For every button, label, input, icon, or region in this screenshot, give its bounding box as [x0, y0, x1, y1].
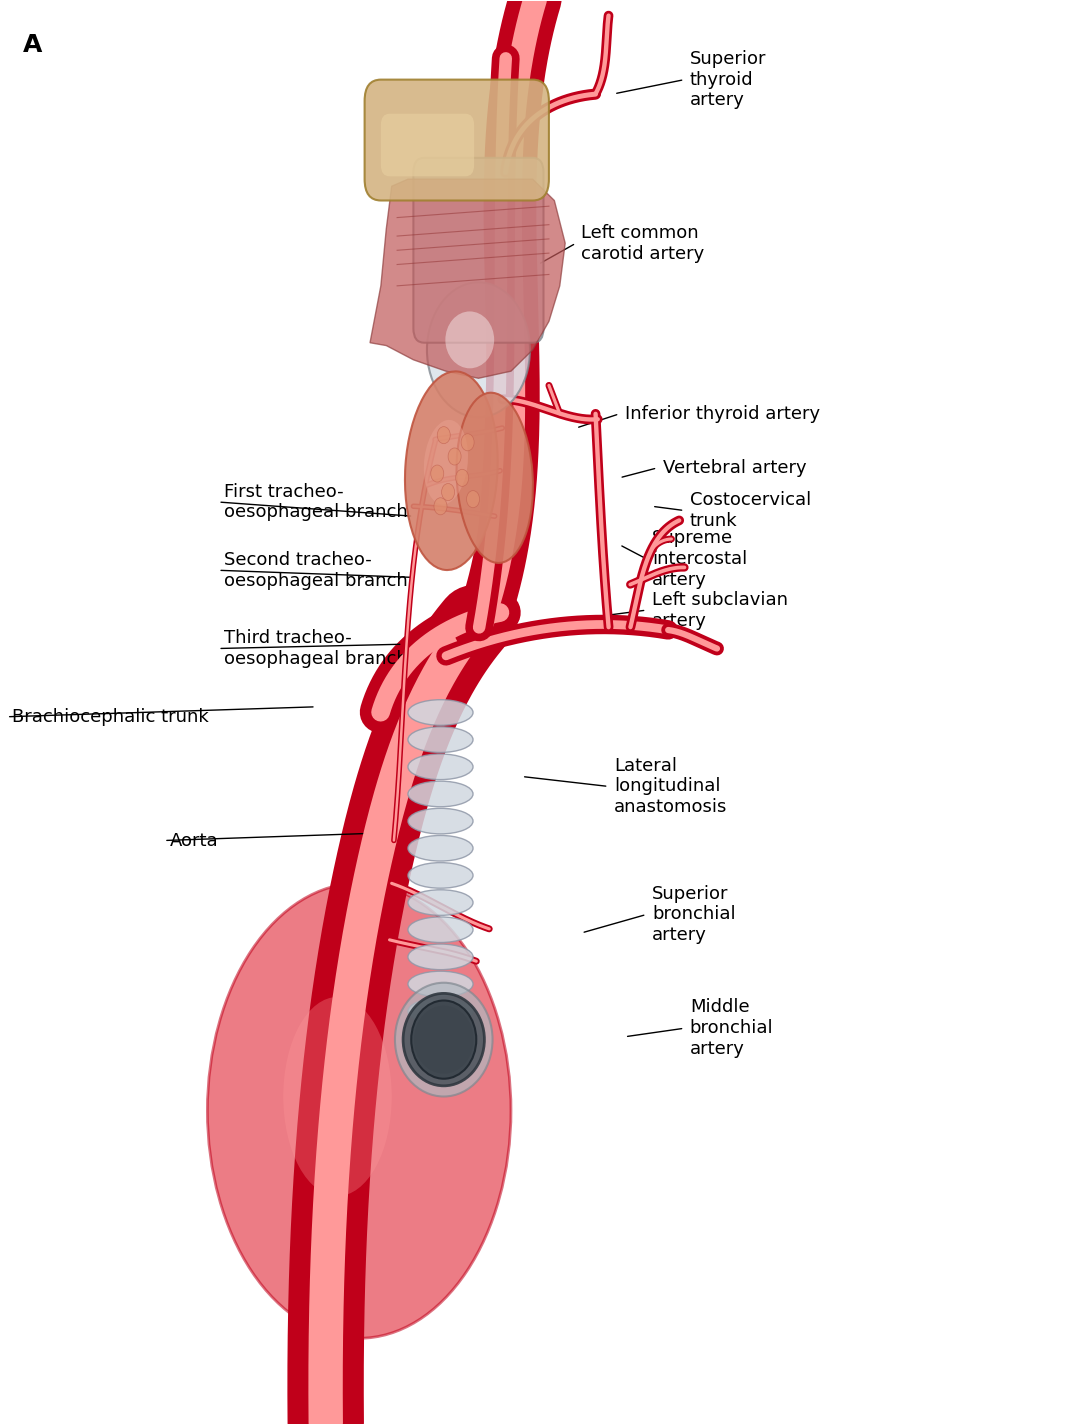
Text: First tracheo-
oesophageal branch: First tracheo- oesophageal branch — [224, 483, 408, 522]
Text: Brachiocephalic trunk: Brachiocephalic trunk — [12, 708, 209, 725]
Circle shape — [448, 447, 461, 465]
Text: Supreme
intercostal
artery: Supreme intercostal artery — [652, 529, 747, 589]
Circle shape — [461, 433, 474, 450]
Ellipse shape — [408, 754, 473, 779]
Ellipse shape — [408, 972, 473, 997]
Text: Superior
bronchial
artery: Superior bronchial artery — [652, 885, 736, 945]
Text: A: A — [23, 33, 42, 57]
Polygon shape — [370, 180, 565, 378]
Ellipse shape — [446, 312, 495, 368]
FancyBboxPatch shape — [413, 158, 544, 343]
Ellipse shape — [408, 727, 473, 752]
Circle shape — [441, 483, 454, 500]
Ellipse shape — [408, 700, 473, 725]
Text: Lateral
longitudinal
anastomosis: Lateral longitudinal anastomosis — [614, 757, 727, 817]
Text: Vertebral artery: Vertebral artery — [663, 459, 807, 477]
Circle shape — [434, 497, 447, 514]
Text: Third tracheo-
oesophageal branch: Third tracheo- oesophageal branch — [224, 628, 408, 668]
Text: Middle
bronchial
artery: Middle bronchial artery — [690, 999, 774, 1057]
Circle shape — [455, 469, 468, 486]
Text: Left subclavian
artery: Left subclavian artery — [652, 591, 788, 630]
Text: Left common
carotid artery: Left common carotid artery — [582, 224, 704, 262]
Ellipse shape — [403, 993, 485, 1086]
Ellipse shape — [411, 1000, 476, 1079]
Ellipse shape — [408, 999, 473, 1025]
Circle shape — [437, 426, 450, 443]
Ellipse shape — [408, 781, 473, 807]
Ellipse shape — [427, 282, 530, 418]
Text: Aorta: Aorta — [170, 832, 218, 849]
Ellipse shape — [408, 916, 473, 942]
Ellipse shape — [405, 372, 498, 570]
Ellipse shape — [284, 997, 391, 1196]
Ellipse shape — [457, 393, 533, 563]
Circle shape — [466, 490, 479, 507]
Ellipse shape — [408, 945, 473, 969]
Ellipse shape — [408, 835, 473, 861]
Ellipse shape — [408, 862, 473, 888]
Text: Costocervical
trunk: Costocervical trunk — [690, 492, 811, 530]
Ellipse shape — [424, 420, 468, 504]
Ellipse shape — [408, 808, 473, 834]
FancyBboxPatch shape — [380, 114, 474, 177]
FancyBboxPatch shape — [364, 80, 549, 201]
Ellipse shape — [208, 884, 511, 1338]
Ellipse shape — [408, 889, 473, 915]
Ellipse shape — [414, 1006, 474, 1074]
Ellipse shape — [395, 983, 492, 1096]
Text: Second tracheo-
oesophageal branch: Second tracheo- oesophageal branch — [224, 551, 408, 590]
Text: Superior
thyroid
artery: Superior thyroid artery — [690, 50, 766, 110]
Circle shape — [430, 465, 443, 482]
Text: Inferior thyroid artery: Inferior thyroid artery — [625, 405, 820, 423]
